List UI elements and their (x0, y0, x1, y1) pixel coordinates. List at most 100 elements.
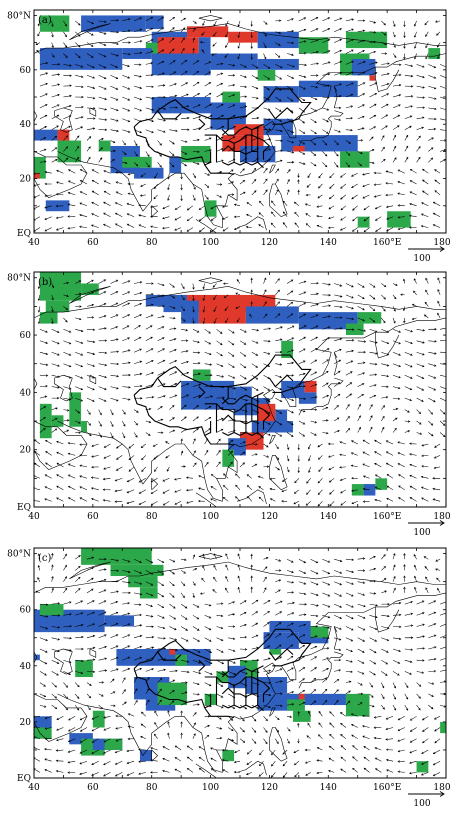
wind-vector (98, 386, 107, 390)
wind-vector (98, 96, 107, 101)
wind-vector (428, 340, 437, 343)
wind-vector (157, 603, 165, 609)
significance-cell (81, 283, 99, 295)
wind-vector (204, 82, 212, 87)
wind-vector (140, 183, 146, 187)
wind-vector (381, 93, 390, 98)
x-tick-label: 180 (433, 238, 450, 248)
wind-vector (357, 104, 365, 109)
wind-vector (122, 118, 131, 123)
wind-vector (345, 690, 351, 695)
wind-vector (180, 732, 183, 739)
wind-vector (334, 60, 343, 65)
wind-vector (122, 349, 131, 353)
wind-vector (98, 634, 107, 639)
wind-vector (122, 645, 131, 650)
wind-vector (298, 360, 306, 364)
significance-cell (234, 386, 252, 399)
wind-vector (263, 557, 269, 560)
wind-vector (345, 294, 354, 299)
wind-vector (67, 169, 76, 174)
wind-vector (363, 205, 370, 211)
wind-vector (63, 601, 72, 605)
wind-vector (251, 611, 259, 616)
wind-vector (307, 173, 311, 179)
wind-vector (428, 374, 437, 379)
wind-vector (287, 29, 295, 33)
significance-cell (39, 403, 52, 439)
wind-vector (228, 727, 234, 732)
wind-vector (334, 637, 342, 641)
wind-vector (181, 339, 189, 342)
wind-vector (350, 452, 358, 456)
wind-vector (122, 337, 131, 342)
wind-vector (437, 42, 441, 48)
significance-cell (98, 140, 111, 152)
wind-vector (63, 31, 68, 38)
wind-vector (432, 212, 441, 217)
wind-vector (414, 575, 417, 582)
wind-vector (228, 374, 236, 379)
wind-vector (210, 205, 217, 210)
wind-vector (157, 383, 166, 387)
wind-vector (145, 292, 154, 296)
wind-vector (192, 93, 200, 98)
wind-vector (75, 329, 84, 333)
wind-vector (169, 371, 178, 376)
wind-vector (286, 178, 290, 185)
coastlines (34, 277, 446, 507)
wind-vector (239, 727, 245, 733)
wind-vector (310, 359, 318, 364)
border-line (204, 403, 241, 414)
wind-vector (251, 85, 259, 90)
panel-label: (a) (38, 15, 52, 26)
wind-vector (237, 31, 241, 38)
wind-vector (228, 181, 235, 185)
wind-vector (86, 53, 94, 58)
wind-vector (432, 201, 441, 207)
wind-vector (239, 600, 247, 605)
wind-vector (428, 96, 437, 100)
wind-vector (63, 20, 67, 27)
wind-vector (345, 670, 353, 674)
wind-vector (404, 374, 413, 379)
wind-vector (115, 714, 123, 718)
wind-vector (140, 443, 146, 449)
wind-vector (37, 553, 41, 560)
wind-vector (91, 749, 99, 754)
wind-vector (192, 81, 200, 87)
wind-vector (263, 657, 271, 661)
wind-vector (204, 340, 212, 345)
border-line (262, 682, 271, 703)
wind-vector (192, 194, 196, 201)
wind-vector (307, 710, 311, 717)
wind-vector (425, 31, 429, 37)
china-borders (133, 628, 312, 718)
significance-cell (275, 409, 288, 422)
y-tick-label: 40 (20, 662, 32, 672)
wind-vector (157, 570, 165, 575)
wind-vector (51, 340, 60, 345)
wind-vector (44, 182, 52, 186)
wind-vector (397, 204, 405, 207)
wind-vector (403, 575, 406, 582)
y-tick-label: 60 (20, 66, 32, 76)
wind-vector (75, 317, 82, 321)
wind-vector (424, 20, 429, 26)
wind-vector (369, 659, 377, 665)
border-line (133, 354, 312, 396)
wind-vector (345, 626, 354, 631)
wind-vector (247, 496, 253, 502)
wind-vector (213, 294, 217, 301)
wind-vector (127, 713, 135, 717)
wind-vector (422, 168, 429, 174)
wind-vector (345, 306, 354, 310)
wind-vector (222, 485, 229, 491)
wind-vector (192, 603, 200, 608)
wind-vector (345, 93, 354, 98)
wind-vector (239, 659, 248, 663)
wind-vector (55, 216, 64, 219)
wind-vector (275, 118, 283, 122)
wind-vector (216, 62, 224, 66)
